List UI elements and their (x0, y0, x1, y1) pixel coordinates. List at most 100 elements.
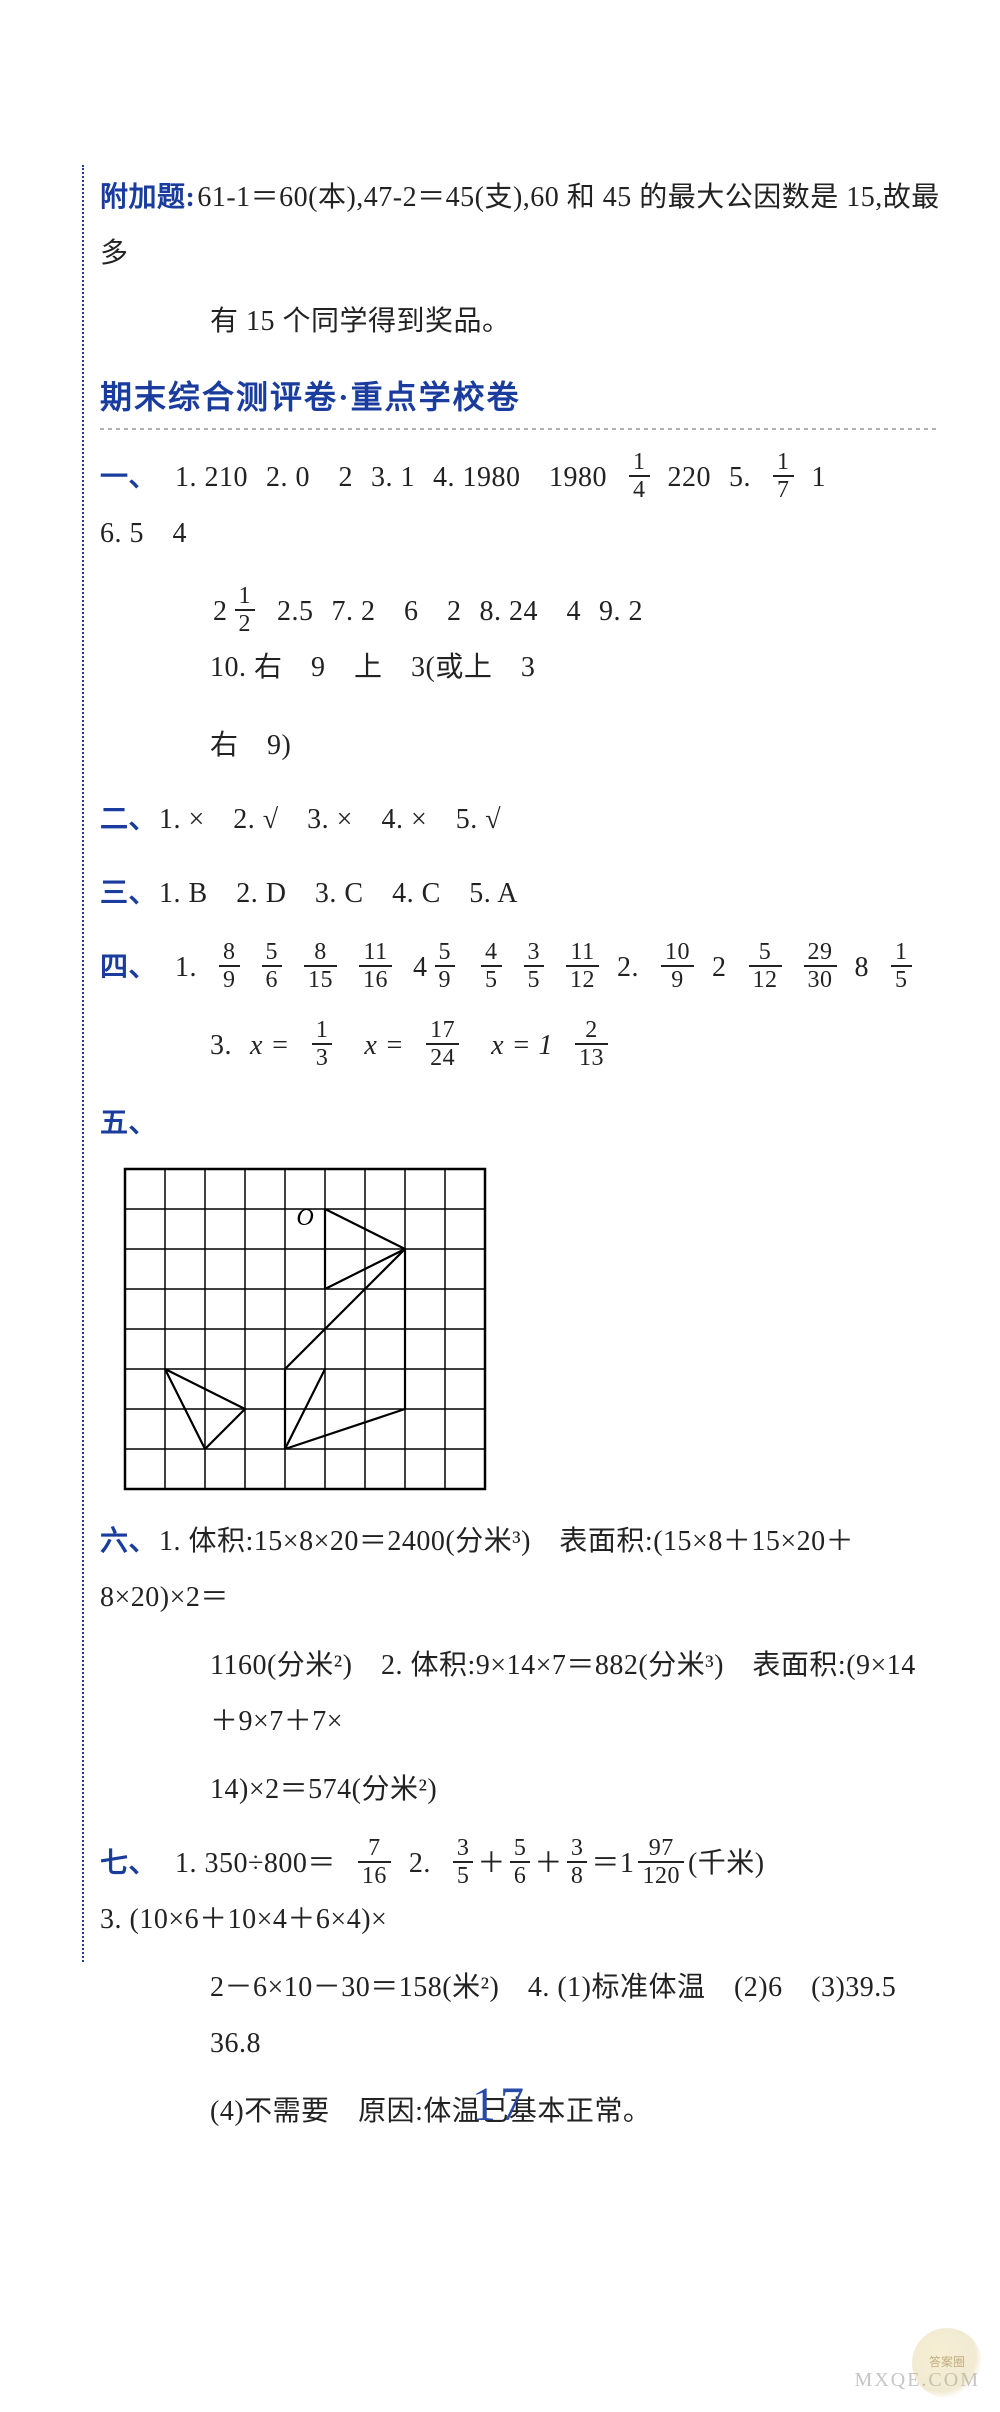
s7-q2-pre: 2. (409, 1836, 431, 1892)
s1-q1: 1. 210 (175, 450, 248, 506)
s4-f: 213 (575, 1018, 608, 1070)
frac-num: 1 (773, 450, 794, 477)
s1-q10: 10. 右 9 上 3(或上 3 (210, 640, 535, 696)
s7-f: 38 (567, 1836, 588, 1888)
frac-den: 12 (749, 967, 782, 992)
section-1-row1: 一、 1. 210 2. 0 2 3. 1 4. 1980 1980 1 4 2… (100, 450, 940, 562)
plus: ＋ (477, 1836, 506, 1892)
s4-f: 1724 (426, 1018, 459, 1070)
s1-q6: 6. 5 4 (100, 506, 187, 562)
s1-q7: 7. 2 6 2 (332, 584, 462, 640)
s4-f: 35 (524, 940, 545, 992)
s1-q9: 9. 2 (599, 584, 643, 640)
frac-den: 5 (524, 967, 545, 992)
s4-f: 2930 (804, 940, 837, 992)
s1-q5b: 1 (812, 450, 827, 506)
sec3-label: 三、 (100, 878, 157, 909)
section-6-line1: 六、1. 体积:15×8×20＝2400(分米³) 表面积:(15×8＋15×2… (100, 1514, 940, 1626)
frac-num: 3 (567, 1836, 588, 1863)
frac-den: 15 (304, 967, 337, 992)
frac-den: 5 (453, 1863, 474, 1888)
section-7-line2: 2－6×10－30＝158(米²) 4. (1)标准体温 (2)6 (3)39.… (100, 1960, 940, 2072)
frac-num: 11 (566, 940, 599, 967)
s1-r2-mix: 2 1 2 (213, 584, 259, 640)
frac-den: 6 (510, 1863, 531, 1888)
frac-den: 9 (435, 967, 456, 992)
frac-num: 5 (262, 940, 283, 967)
frac-num: 1 (629, 450, 650, 477)
s4-q3b-pre: x = (364, 1018, 404, 1074)
s4-f: 13 (312, 1018, 333, 1070)
frac-num: 3 (453, 1836, 474, 1863)
s4-q2e: 8 (855, 940, 870, 996)
s7-f: 97120 (638, 1836, 684, 1888)
frac-num: 7 (358, 1836, 391, 1863)
s1-q3: 3. 1 (371, 450, 415, 506)
sec4-label: 四、 (100, 940, 157, 996)
frac-den: 120 (638, 1863, 684, 1888)
frac-den: 7 (773, 477, 794, 502)
frac-num: 8 (304, 940, 337, 967)
sec2-text: 1. × 2. √ 3. × 4. × 5. √ (159, 804, 501, 835)
s7-f: 35 (453, 1836, 474, 1888)
frac-den: 16 (358, 1863, 391, 1888)
s4-f: 1112 (566, 940, 599, 992)
s7-f: 716 (358, 1836, 391, 1888)
s6-l1: 1. 体积:15×8×20＝2400(分米³) 表面积:(15×8＋15×20＋… (100, 1526, 854, 1613)
frac-den: 13 (575, 1045, 608, 1070)
s1-q5-frac: 1 7 (773, 450, 794, 502)
extra-question-line1: 附加题:61-1＝60(本),47-2＝45(支),60 和 45 的最大公因数… (100, 170, 940, 282)
sec2-label: 二、 (100, 804, 157, 835)
frac-num: 1 (235, 584, 256, 611)
frac-num: 1 (312, 1018, 333, 1045)
section-2: 二、1. × 2. √ 3. × 4. × 5. √ (100, 792, 940, 848)
s1-r2a: 2.5 (277, 584, 314, 640)
frac-num: 17 (426, 1018, 459, 1045)
frac-num: 5 (510, 1836, 531, 1863)
s4-f: 15 (891, 940, 912, 992)
frac-den: 24 (426, 1045, 459, 1070)
frac-den: 8 (567, 1863, 588, 1888)
s7-f: 56 (510, 1836, 531, 1888)
frac-num: 10 (661, 940, 694, 967)
section-5: 五、 (100, 1096, 940, 1152)
frac-num: 11 (359, 940, 392, 967)
s7-q1-pre: 1. 350÷800＝ (175, 1836, 336, 1892)
s4-q2b: 2 (712, 940, 727, 996)
s4-q2-label: 2. (617, 940, 639, 996)
section-heading: 期末综合测评卷·重点学校卷 (100, 372, 940, 418)
section-1-row2: 2 1 2 2.5 7. 2 6 2 8. 24 4 9. 2 10. 右 9 … (100, 584, 940, 696)
frac-num: 1 (891, 940, 912, 967)
s4-q1-label: 1. (175, 940, 197, 996)
s1-q4-frac: 1 4 (629, 450, 650, 502)
s1-q8: 8. 24 4 (480, 584, 582, 640)
s7-q2-unit: (千米) (688, 1836, 765, 1892)
extra-label: 附加题: (100, 182, 195, 213)
s7-q3: 3. (10×6＋10×4＋6×4)× (100, 1892, 387, 1948)
s1-q4a: 4. 1980 1980 (433, 450, 607, 506)
section-4-row2: 3. x = 13 x = 1724 x = 1 213 (100, 1018, 940, 1074)
section-1-row3: 右 9) (100, 718, 940, 774)
sec1-label: 一、 (100, 450, 157, 506)
s4-f: 815 (304, 940, 337, 992)
frac-den: 4 (629, 477, 650, 502)
mix-frac: 1 2 (235, 584, 256, 636)
plus: ＋ (534, 1836, 563, 1892)
frac-den: 16 (359, 967, 392, 992)
watermark-badge: 答案圈 (912, 2328, 982, 2398)
frac-den: 30 (804, 967, 837, 992)
page-number: 17 (0, 2077, 1000, 2132)
s4-f: 109 (661, 940, 694, 992)
s4-f: 45 (481, 940, 502, 992)
frac-num: 29 (804, 940, 837, 967)
extra-line1-text: 61-1＝60(本),47-2＝45(支),60 和 45 的最大公因数是 15… (100, 182, 940, 269)
sec3-text: 1. B 2. D 3. C 4. C 5. A (159, 878, 518, 909)
section-4-row1: 四、 1. 89 56 815 1116 4 59 45 35 1112 2. … (100, 940, 940, 996)
mix-whole: 2 (213, 584, 228, 640)
frac-den: 3 (312, 1045, 333, 1070)
frac-num: 97 (638, 1836, 684, 1863)
frac-num: 3 (524, 940, 545, 967)
s4-q3a-pre: x = (250, 1018, 290, 1074)
page-content: 附加题:61-1＝60(本),47-2＝45(支),60 和 45 的最大公因数… (0, 0, 1000, 2140)
frac-den: 6 (262, 967, 283, 992)
